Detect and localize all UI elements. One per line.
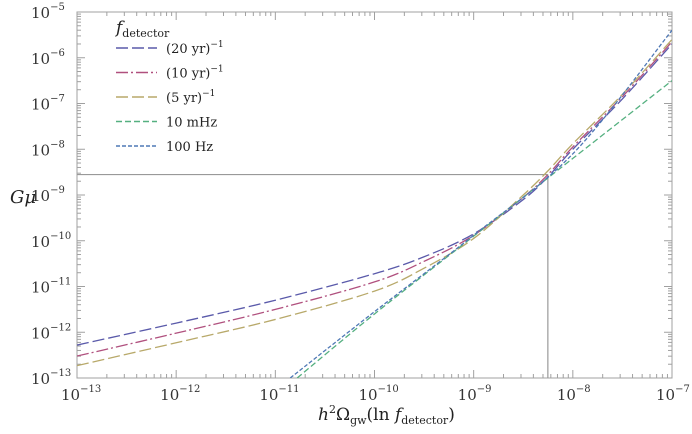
x-tick-label: 10−13 bbox=[61, 384, 101, 404]
reference-lines bbox=[77, 173, 549, 378]
tick-labels: 10−13 10−12 10−11 10−10 10−9 10−8 10−7 10−5 10−6… bbox=[31, 2, 690, 404]
series-curve bbox=[77, 43, 672, 346]
series-curve bbox=[296, 80, 672, 378]
y-tick-label: 10−6 bbox=[31, 48, 65, 68]
legend-label: (20 yr)−1 bbox=[166, 40, 224, 57]
x-tick-label: 10−9 bbox=[458, 384, 492, 404]
data-curves bbox=[77, 29, 672, 378]
x-tick-label: 10−11 bbox=[259, 384, 299, 404]
series-curve bbox=[77, 39, 672, 367]
legend-item: (20 yr)−1 bbox=[116, 40, 224, 57]
legend-label: (10 yr)−1 bbox=[166, 65, 224, 82]
legend-label: (5 yr)−1 bbox=[166, 89, 215, 106]
legend-item: (5 yr)−1 bbox=[116, 89, 215, 106]
axis-ticks bbox=[76, 12, 672, 379]
y-tick-label: 10−9 bbox=[31, 185, 65, 205]
y-tick-label: 10−10 bbox=[31, 231, 71, 251]
x-tick-label: 10−8 bbox=[557, 384, 591, 404]
legend-label: 100 Hz bbox=[166, 140, 213, 155]
y-tick-label: 10−7 bbox=[31, 94, 65, 114]
x-tick-label: 10−7 bbox=[656, 384, 690, 404]
x-tick-label: 10−10 bbox=[359, 384, 399, 404]
series-curve bbox=[77, 41, 672, 357]
y-tick-label: 10−8 bbox=[31, 139, 65, 159]
legend-item: 100 Hz bbox=[116, 140, 213, 155]
axis-labels: Gμ h2Ωgw(ln fdetector) bbox=[10, 187, 455, 427]
series-curve bbox=[289, 29, 672, 378]
legend-label: 10 mHz bbox=[166, 116, 217, 131]
y-tick-label: 10−12 bbox=[31, 322, 71, 342]
y-tick-label: 10−13 bbox=[31, 368, 71, 388]
x-tick-label: 10−12 bbox=[160, 384, 200, 404]
legend: fdetector(20 yr)−1 (10 yr)−1 (5 yr)−1 10 mH… bbox=[114, 18, 224, 155]
legend-item: (10 yr)−1 bbox=[116, 65, 224, 82]
y-axis-title: Gμ bbox=[10, 187, 36, 208]
y-tick-label: 10−5 bbox=[31, 2, 65, 22]
x-axis-title: h2Ωgw(ln fdetector) bbox=[318, 403, 455, 427]
legend-item: 10 mHz bbox=[116, 116, 217, 131]
y-tick-label: 10−11 bbox=[31, 277, 71, 297]
legend-title: fdetector bbox=[114, 18, 170, 40]
